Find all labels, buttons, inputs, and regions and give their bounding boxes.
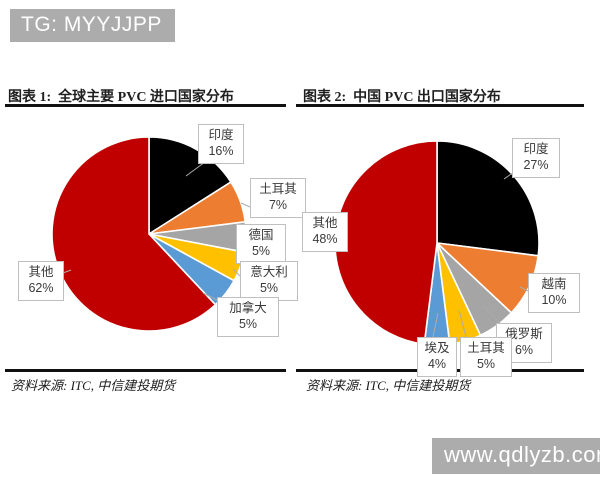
callout-label: 越南: [541, 277, 567, 291]
chart-title-right: 图表 2: 中国 PVC 出口国家分布: [303, 90, 501, 105]
callout-label: 俄罗斯: [505, 327, 543, 341]
chart-title-left: 图表 1: 全球主要 PVC 进口国家分布: [8, 90, 234, 105]
callout-imports-canada: 加拿大 5%: [217, 297, 279, 337]
callout-exports-others: 其他 48%: [302, 212, 348, 252]
callout-imports-germany: 德国 5%: [236, 224, 286, 264]
callout-label: 其他: [28, 265, 54, 279]
callout-label: 土耳其: [259, 182, 297, 196]
callout-imports-turkey: 土耳其 7%: [250, 178, 306, 218]
callout-label: 埃及: [424, 341, 450, 355]
callout-percent: 5%: [238, 317, 258, 332]
pie-slice-其他: [334, 140, 438, 346]
callout-percent: 7%: [268, 198, 288, 213]
callout-exports-egypt: 埃及 4%: [417, 337, 457, 377]
callout-percent: 27%: [523, 158, 549, 173]
callout-percent: 6%: [514, 343, 534, 358]
callout-label: 德国: [248, 228, 274, 242]
callout-percent: 62%: [28, 281, 54, 296]
callout-percent: 5%: [251, 244, 271, 259]
source-text-right: 资料来源: ITC, 中信建投期货: [306, 378, 471, 393]
callout-label: 土耳其: [467, 341, 505, 355]
callout-imports-india: 印度 16%: [198, 124, 244, 164]
title-rule-left: [5, 104, 286, 107]
callout-label: 印度: [523, 142, 549, 156]
callout-exports-turkey: 土耳其 5%: [460, 337, 512, 377]
callout-exports-india: 印度 27%: [512, 138, 560, 178]
callout-imports-italy: 意大利 5%: [240, 261, 298, 301]
title-rule-right: [296, 104, 584, 107]
callout-percent: 4%: [427, 357, 447, 372]
pie-chart-exports: [334, 140, 540, 346]
callout-exports-vietnam: 越南 10%: [528, 273, 580, 313]
callout-label: 加拿大: [229, 301, 267, 315]
callout-label: 意大利: [250, 265, 288, 279]
callout-percent: 5%: [259, 281, 279, 296]
callout-percent: 10%: [541, 293, 567, 308]
callout-percent: 48%: [312, 232, 338, 247]
watermark-bottom-badge: www.qdlyzb.com: [432, 438, 600, 474]
callout-percent: 5%: [476, 357, 496, 372]
callout-label: 其他: [312, 216, 338, 230]
callout-percent: 16%: [208, 144, 234, 159]
source-text-left: 资料来源: ITC, 中信建投期货: [11, 378, 176, 393]
callout-imports-others: 其他 62%: [18, 261, 64, 301]
source-rule-left: [5, 369, 286, 372]
watermark-top-badge: TG: MYYJJPP: [10, 9, 175, 42]
callout-label: 印度: [208, 128, 234, 142]
